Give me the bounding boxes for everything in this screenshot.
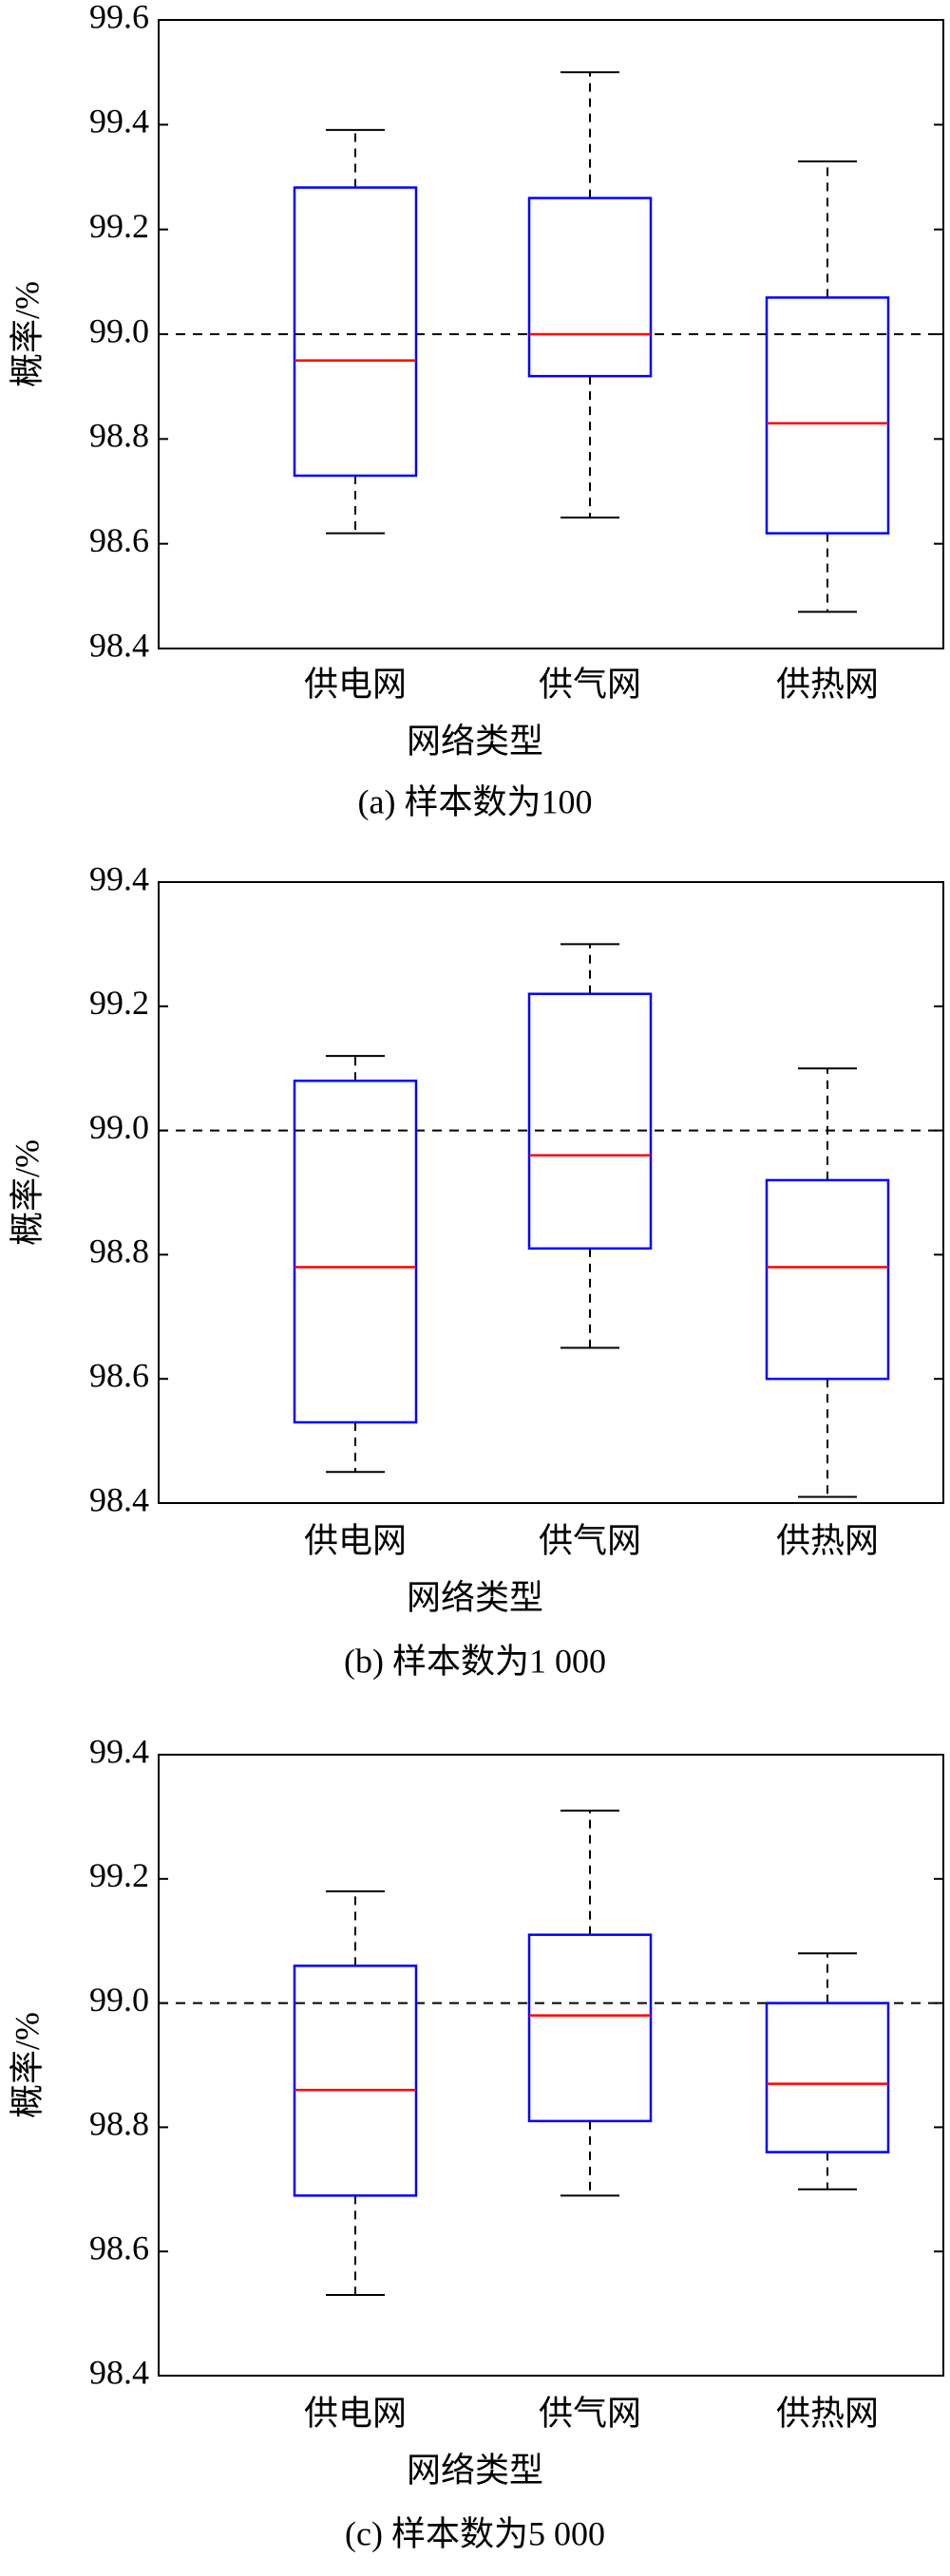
x-axis-label: 网络类型: [407, 1578, 543, 1616]
y-tick-label: 98.6: [89, 2228, 149, 2266]
y-tick-label: 98.4: [89, 1480, 149, 1518]
y-tick-label: 99.6: [89, 0, 149, 35]
y-tick-label: 98.4: [89, 626, 149, 664]
x-tick-label: 供热网: [776, 2394, 879, 2432]
box: [765, 296, 890, 535]
box: [527, 1933, 653, 2123]
y-tick-label: 98.8: [89, 1232, 149, 1270]
y-axis-label: 概率/%: [8, 1139, 46, 1246]
plot-frame: [158, 881, 944, 1504]
box: [527, 197, 653, 378]
x-axis-label: 网络类型: [407, 2451, 543, 2489]
x-tick-label: 供电网: [304, 665, 407, 703]
y-tick-label: 98.4: [89, 2353, 149, 2391]
y-tick-label: 99.2: [89, 1856, 149, 1894]
x-tick-label: 供热网: [776, 1521, 879, 1559]
chart-title: (c) 样本数为5 000: [345, 2514, 605, 2552]
x-tick-label: 供气网: [539, 665, 641, 703]
box: [293, 1080, 418, 1424]
x-tick-label: 供热网: [776, 665, 879, 703]
y-axis-label: 概率/%: [8, 281, 46, 387]
x-tick-label: 供气网: [539, 2394, 641, 2432]
box: [527, 992, 653, 1250]
box: [765, 2002, 890, 2153]
chart-title: (b) 样本数为1 000: [344, 1642, 606, 1680]
y-tick-label: 98.6: [89, 1356, 149, 1394]
y-tick-label: 99.4: [89, 103, 149, 141]
y-tick-label: 99.4: [89, 859, 149, 897]
box: [293, 186, 418, 478]
x-axis-label: 网络类型: [407, 722, 543, 760]
y-tick-label: 98.6: [89, 521, 149, 559]
y-tick-label: 99.0: [89, 1981, 149, 2019]
y-tick-label: 99.2: [89, 207, 149, 245]
y-tick-label: 98.8: [89, 417, 149, 455]
x-tick-label: 供电网: [304, 1521, 407, 1559]
y-tick-label: 99.4: [89, 1732, 149, 1770]
y-tick-label: 98.8: [89, 2105, 149, 2143]
x-tick-label: 供电网: [304, 2394, 407, 2432]
y-tick-label: 99.2: [89, 984, 149, 1022]
chart-title: (a) 样本数为100: [358, 782, 593, 820]
x-tick-label: 供气网: [539, 1521, 641, 1559]
y-tick-label: 99.0: [89, 1108, 149, 1146]
y-axis-label: 概率/%: [8, 2012, 46, 2118]
box: [293, 1965, 418, 2197]
plot-frame: [158, 1754, 944, 2377]
y-tick-label: 99.0: [89, 311, 149, 349]
box: [765, 1178, 890, 1381]
